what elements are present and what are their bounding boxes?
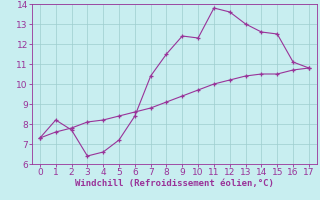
X-axis label: Windchill (Refroidissement éolien,°C): Windchill (Refroidissement éolien,°C) <box>75 179 274 188</box>
